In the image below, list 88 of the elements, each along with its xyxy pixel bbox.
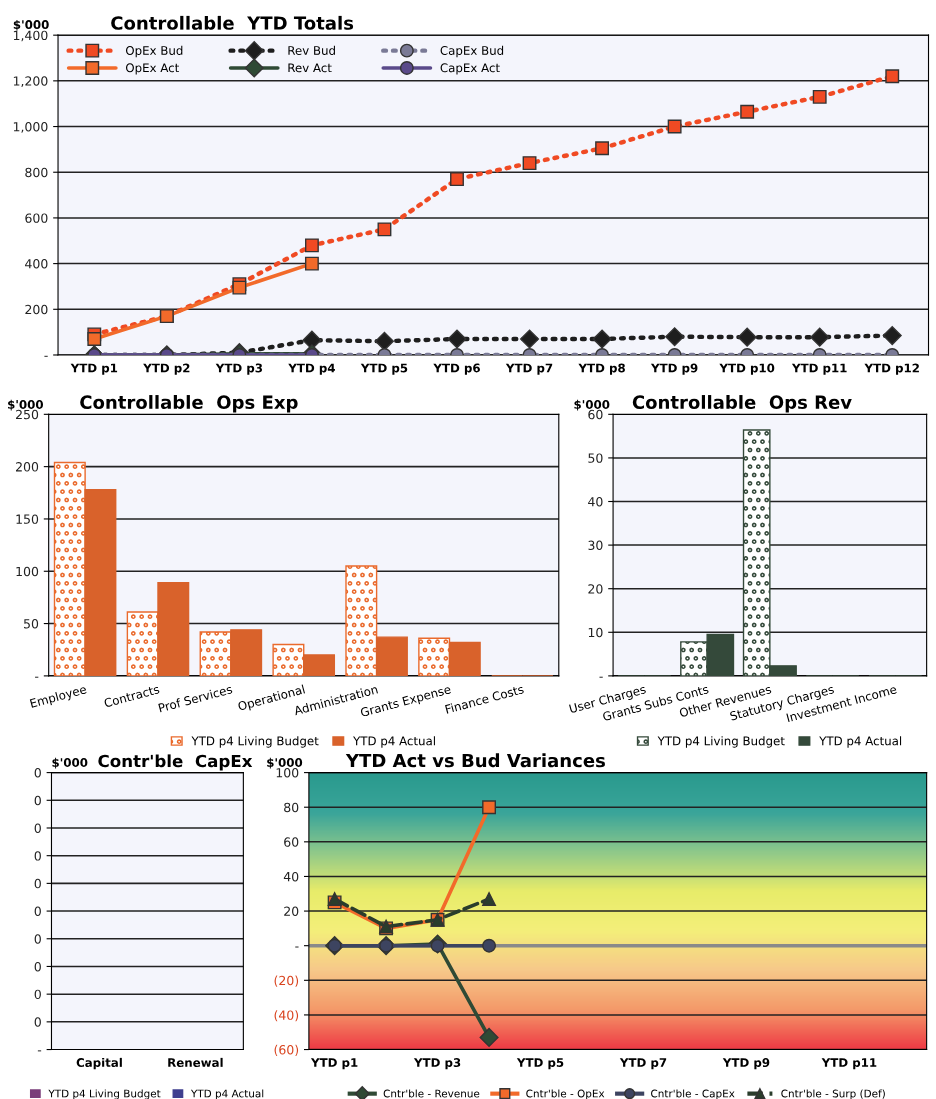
- y-tick-label: 600: [25, 213, 48, 223]
- legend-label: Cntr'ble - Surp (Def): [781, 1089, 885, 1099]
- legend-label: YTD p4 Actual: [819, 736, 902, 748]
- x-tick-label: YTD p8: [578, 363, 625, 375]
- y-tick-label: 1,200: [13, 76, 48, 88]
- x-tick-label: YTD p10: [719, 363, 775, 375]
- legend-label: OpEx Act: [125, 63, 180, 75]
- x-tick-label: YTD p3: [215, 363, 263, 375]
- y-tick-label: -: [295, 946, 299, 948]
- y-tick-label: 40: [283, 871, 299, 882]
- y-tick-label: 800: [25, 167, 48, 178]
- legend-label: YTD p4 Actual: [190, 1089, 264, 1099]
- y-tick-label: 20: [588, 584, 603, 594]
- y-axis-title: $'000: [13, 19, 49, 31]
- legend-label: YTD p4 Living Budget: [48, 1089, 161, 1099]
- legend-label: Cntr'ble - OpEx: [526, 1089, 605, 1099]
- x-tick-label: YTD p11: [791, 363, 847, 375]
- y-tick-label: 400: [25, 259, 48, 269]
- x-tick-label: YTD p11: [821, 1058, 877, 1070]
- chart-title: Controllable Ops Rev: [632, 395, 852, 413]
- y-tick-label: (60): [274, 1044, 299, 1056]
- text: 0: [34, 851, 41, 861]
- y-tick-label: (20): [274, 975, 299, 987]
- text: 0: [34, 768, 41, 778]
- legend-label: CapEx Bud: [440, 45, 504, 58]
- chart-title: Controllable YTD Totals: [111, 15, 354, 30]
- x-tick-label: YTD p7: [619, 1058, 667, 1070]
- y-axis-title: $'000: [574, 399, 610, 411]
- legend-label: Cntr'ble - Revenue: [383, 1089, 480, 1098]
- y-tick-label: 1,000: [13, 122, 48, 133]
- x-tick-label: YTD p12: [864, 363, 919, 375]
- text: 0: [34, 878, 41, 889]
- text: 0: [34, 934, 41, 944]
- category-label: Capital: [76, 1057, 122, 1070]
- x-tick-label: YTD p5: [516, 1058, 564, 1070]
- y-tick-label: 20: [284, 906, 299, 916]
- text: 0: [34, 961, 41, 972]
- y-tick-label: -: [599, 676, 603, 678]
- text: 0: [34, 1017, 41, 1027]
- y-tick-label: 50: [24, 619, 39, 629]
- text: 0: [34, 989, 41, 1000]
- legend-label: Rev Act: [288, 63, 332, 73]
- text: 0: [34, 823, 41, 833]
- y-tick-label: 150: [16, 514, 39, 524]
- y-tick-label: -: [35, 676, 39, 678]
- x-tick-label: YTD p7: [505, 363, 553, 375]
- y-tick-label: 10: [588, 627, 603, 638]
- y-tick-label: 250: [16, 409, 39, 420]
- legend-label: OpEx Bud: [125, 45, 183, 58]
- x-tick-label: YTD p9: [722, 1058, 770, 1070]
- legend-label: Cntr'ble - CapEx: [651, 1089, 735, 1099]
- category-label: Renewal: [168, 1057, 223, 1068]
- legend-label: YTD p4 Living Budget: [657, 736, 785, 748]
- y-axis-title: $'000: [267, 757, 303, 769]
- y-tick-label: 200: [25, 304, 48, 315]
- y-tick-label: 30: [588, 540, 603, 551]
- y-tick-label: 200: [16, 462, 39, 472]
- x-tick-label: YTD p9: [650, 363, 698, 375]
- chart-title: Controllable Ops Exp: [80, 395, 298, 413]
- legend-label: YTD p4 Actual: [353, 736, 435, 748]
- y-tick-label: 1,400: [13, 30, 48, 42]
- legend-label: Rev Bud: [288, 45, 335, 55]
- y-tick-label: 100: [16, 566, 39, 577]
- y-tick-label: 50: [588, 453, 603, 463]
- chart-title: YTD Act vs Bud Variances: [345, 753, 605, 768]
- y-tick-label: 60: [284, 837, 299, 847]
- legend-label: CapEx Act: [440, 63, 500, 75]
- legend-label: YTD p4 Living Budget: [191, 736, 319, 748]
- x-tick-label: YTD p1: [70, 363, 118, 375]
- x-tick-label: YTD p1: [310, 1058, 358, 1070]
- y-tick-label: 60: [588, 409, 603, 420]
- y-tick-label: (40): [274, 1010, 299, 1022]
- x-tick-label: YTD p4: [288, 363, 335, 375]
- text: 0: [34, 906, 41, 916]
- text: -: [37, 1050, 42, 1052]
- x-tick-label: YTD p6: [433, 363, 480, 375]
- x-tick-label: YTD p2: [143, 363, 190, 375]
- y-tick-label: -: [44, 355, 48, 357]
- text: Contr'ble CapEx: [98, 754, 253, 771]
- y-tick-label: 100: [276, 768, 299, 778]
- y-tick-label: 40: [588, 496, 603, 507]
- text: 0: [34, 795, 41, 806]
- x-tick-label: YTD p5: [360, 363, 408, 375]
- text: $'000: [52, 757, 88, 769]
- x-tick-label: YTD p3: [413, 1058, 461, 1070]
- y-axis-title: $'000: [8, 399, 44, 411]
- y-tick-label: 80: [284, 802, 299, 813]
- x-tick-label: Contracts: [103, 684, 160, 708]
